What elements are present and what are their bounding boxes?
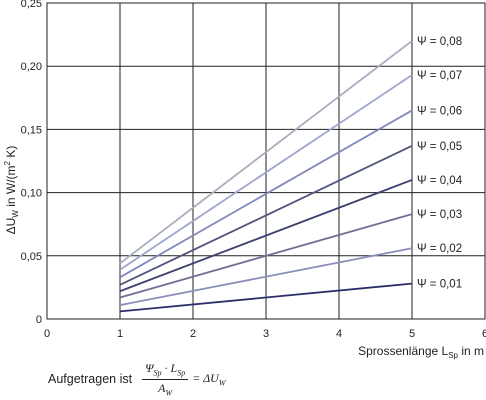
series-line bbox=[119, 74, 413, 271]
series-labels: Ψ = 0,08 Ψ = 0,07 Ψ = 0,06 Ψ = 0,05 Ψ = 0,04… bbox=[417, 36, 463, 291]
series-label: Ψ = 0,04 bbox=[417, 175, 463, 187]
series-lines bbox=[119, 40, 413, 313]
x-tick-label: 0 bbox=[44, 328, 50, 340]
y-tick-label: 0,20 bbox=[21, 61, 42, 73]
y-tick-label: 0,15 bbox=[21, 124, 42, 136]
formula-numerator: ΨSp · LSp bbox=[142, 361, 189, 380]
y-tick-label: 0,05 bbox=[21, 251, 42, 263]
series-line bbox=[119, 247, 413, 306]
formula-result: = ΔUW bbox=[192, 370, 226, 388]
x-axis-label: Sprossenlänge LSp in m bbox=[358, 344, 484, 360]
series-label: Ψ = 0,03 bbox=[417, 209, 462, 221]
x-tick-label: 3 bbox=[263, 328, 269, 340]
formula-note: Aufgetragen ist ΨSp · LSp AW = ΔUW bbox=[48, 361, 226, 397]
series-label: Ψ = 0,05 bbox=[417, 141, 462, 153]
formula-prefix: Aufgetragen ist bbox=[48, 372, 133, 386]
grid-lines bbox=[46, 2, 486, 320]
formula-denominator: AW bbox=[158, 380, 173, 397]
series-line bbox=[119, 213, 413, 299]
series-label: Ψ = 0,08 bbox=[417, 36, 462, 48]
x-tick-label: 2 bbox=[190, 328, 196, 340]
formula-fraction: ΨSp · LSp AW bbox=[142, 361, 189, 397]
series-line bbox=[119, 109, 413, 279]
series-label: Ψ = 0,02 bbox=[417, 243, 462, 255]
series-label: Ψ = 0,06 bbox=[417, 105, 462, 117]
y-tick-labels: 0 0,05 0,10 0,15 0,20 0,25 bbox=[21, 0, 42, 326]
y-tick-label: 0,10 bbox=[21, 188, 42, 200]
series-line bbox=[119, 179, 413, 293]
y-tick-label: 0 bbox=[36, 314, 42, 326]
x-tick-label: 5 bbox=[409, 328, 415, 340]
series-line bbox=[119, 40, 413, 265]
x-tick-labels: 0 1 2 3 4 5 6 bbox=[44, 328, 486, 340]
series-line bbox=[119, 282, 413, 313]
series-label: Ψ = 0,01 bbox=[417, 279, 462, 291]
x-tick-label: 6 bbox=[482, 328, 486, 340]
series-line bbox=[119, 145, 413, 286]
x-tick-label: 4 bbox=[336, 328, 342, 340]
y-axis-label: ΔUW in W/(m2 K) bbox=[3, 146, 20, 235]
series-label: Ψ = 0,07 bbox=[417, 70, 462, 82]
x-tick-label: 1 bbox=[117, 328, 123, 340]
y-tick-label: 0,25 bbox=[21, 0, 42, 10]
